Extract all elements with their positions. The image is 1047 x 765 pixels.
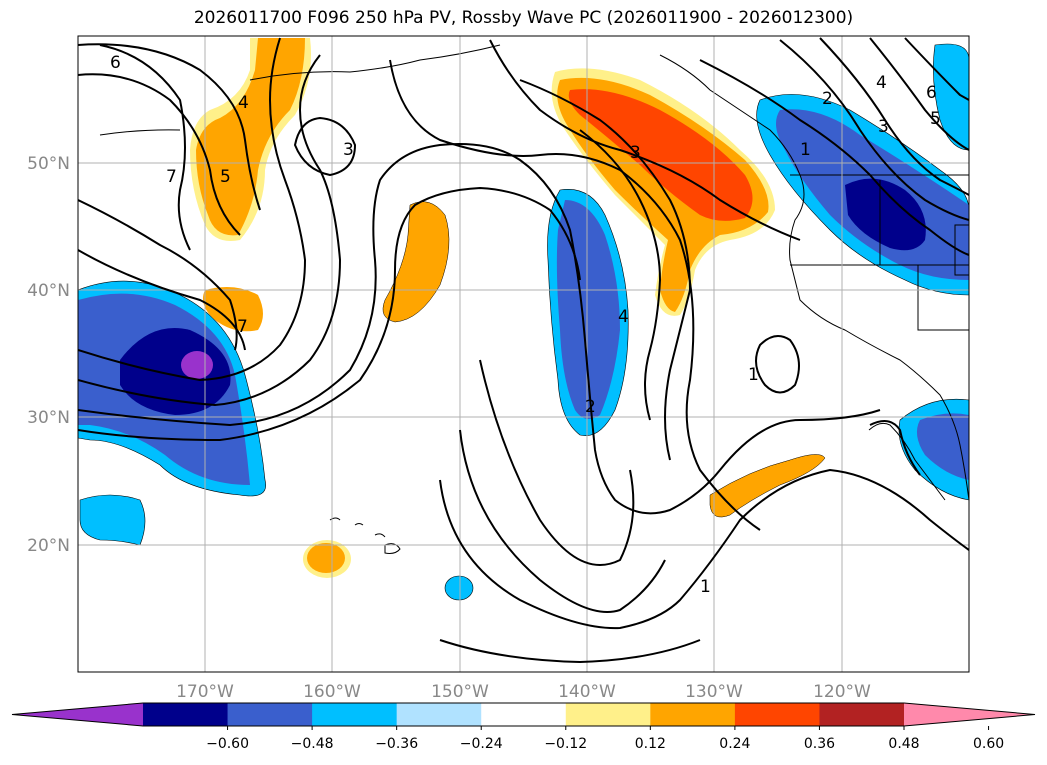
pv-contours <box>78 37 969 664</box>
colorbar-tick-label: −0.24 <box>460 736 503 752</box>
contour-label: 6 <box>110 53 121 73</box>
map-title: 2026011700 F096 250 hPa PV, Rossby Wave … <box>193 8 854 28</box>
colorbar-segment <box>227 703 313 726</box>
contour-label: 6 <box>926 83 937 103</box>
colorbar-segment <box>819 703 905 726</box>
contour-labels: 6 4 5 7 3 7 3 4 2 1 1 2 4 6 5 1 3 <box>110 53 941 597</box>
contour-label: 5 <box>930 109 941 129</box>
contour-label: 2 <box>585 397 596 417</box>
colorbar-tick-label: 0.60 <box>973 736 1004 752</box>
colorbar-tick-label: 0.24 <box>719 736 750 752</box>
lon-label: 150°W <box>431 682 489 702</box>
colorbar-tick-label: 0.12 <box>635 736 666 752</box>
colorbar-segment <box>650 703 736 726</box>
colorbar-extend-min <box>12 703 143 726</box>
map-area: 6 4 5 7 3 7 3 4 2 1 1 2 4 6 5 1 3 <box>78 36 969 672</box>
colorbar-segment <box>734 703 820 726</box>
lon-label: 170°W <box>176 682 234 702</box>
lon-label: 130°W <box>685 682 743 702</box>
pv-positive-shading <box>190 38 826 578</box>
colorbar-tick-label: 0.48 <box>888 736 919 752</box>
contour-label: 4 <box>618 307 629 327</box>
contour-label: 3 <box>343 140 354 160</box>
pv-negative-shading <box>78 43 969 601</box>
contour-label: 7 <box>166 167 177 187</box>
contour-label: 3 <box>878 117 889 137</box>
longitude-labels: 170°W 160°W 150°W 140°W 130°W 120°W <box>176 682 871 702</box>
colorbar-segment <box>143 703 229 726</box>
contour-label: 1 <box>748 365 759 385</box>
lat-label: 40°N <box>27 281 70 301</box>
contour-label: 7 <box>237 317 248 337</box>
lat-label: 20°N <box>27 536 70 556</box>
colorbar-tick-label: −0.12 <box>544 736 587 752</box>
contour-label: 1 <box>800 140 811 160</box>
colorbar-segment <box>312 703 398 726</box>
colorbar-segment <box>396 703 482 726</box>
contour-label: 2 <box>822 89 833 109</box>
lon-label: 140°W <box>558 682 616 702</box>
colorbar-tick-label: −0.36 <box>375 736 418 752</box>
lon-label: 160°W <box>303 682 361 702</box>
contour-label: 5 <box>220 167 231 187</box>
colorbar-extend-max <box>904 703 1035 726</box>
contour-label: 4 <box>876 73 887 93</box>
gridlines <box>78 36 969 672</box>
lon-label: 120°W <box>813 682 871 702</box>
colorbar-tick-label: −0.48 <box>291 736 334 752</box>
latitude-labels: 50°N 40°N 30°N 20°N <box>27 154 70 556</box>
colorbar-tick-label: −0.60 <box>206 736 249 752</box>
colorbar-outline <box>11 702 1036 727</box>
contour-label: 4 <box>238 93 249 113</box>
map-border <box>77 35 970 673</box>
lat-label: 50°N <box>27 154 70 174</box>
lat-label: 30°N <box>27 408 70 428</box>
colorbar-segment <box>565 703 651 726</box>
contour-label: 1 <box>700 577 711 597</box>
colorbar-tick-label: 0.36 <box>804 736 835 752</box>
colorbar-segment <box>481 703 567 726</box>
contour-label: 3 <box>630 143 641 163</box>
colorbar: −0.60 −0.48 −0.36 −0.24 −0.12 0.12 0.24 0.36 0.4… <box>11 702 1036 752</box>
